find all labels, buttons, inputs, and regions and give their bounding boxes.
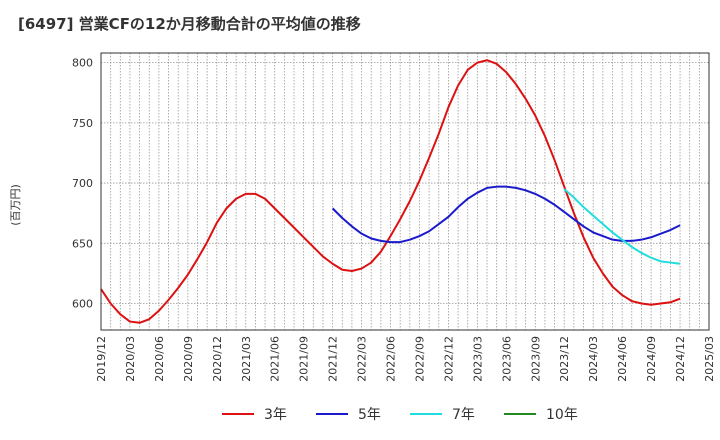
series-lines xyxy=(100,59,681,324)
x-tick-label: 2024/03 xyxy=(587,336,600,382)
x-tick-label: 2023/09 xyxy=(529,336,542,382)
x-tick-label: 2022/03 xyxy=(356,336,369,382)
x-tick-label: 2021/03 xyxy=(240,336,253,382)
y-tick-label: 600 xyxy=(72,298,93,311)
x-tick-label: 2022/12 xyxy=(442,336,455,382)
x-tick-label: 2022/06 xyxy=(385,336,398,382)
grid xyxy=(100,53,710,330)
x-tick-labels: 2019/12 2020/03 2020/06 2020/09 2020/12 2021/… xyxy=(95,336,716,382)
x-tick-label: 2021/09 xyxy=(298,336,311,382)
x-tick-label: 2024/09 xyxy=(645,336,658,382)
y-tick-label: 700 xyxy=(72,177,93,190)
x-tick-label: 2024/12 xyxy=(674,336,687,382)
chart-title: [6497] 営業CFの12か月移動合計の平均値の推移 xyxy=(18,15,361,33)
x-tick-label: 2020/09 xyxy=(182,336,195,382)
y-tick-label: 650 xyxy=(72,237,93,250)
legend-label: 3年 xyxy=(264,407,287,423)
y-tick-label: 800 xyxy=(72,57,93,70)
legend-label: 5年 xyxy=(358,407,381,423)
y-tick-label: 750 xyxy=(72,117,93,130)
x-tick-label: 2024/06 xyxy=(616,336,629,382)
x-tick-label: 2020/12 xyxy=(211,336,224,382)
x-tick-label: 2025/03 xyxy=(703,336,716,382)
series-line-0 xyxy=(100,59,681,324)
x-tick-label: 2020/03 xyxy=(124,336,137,382)
x-tick-label: 2021/12 xyxy=(327,336,340,382)
plot-frame xyxy=(100,52,710,331)
legend-label: 10年 xyxy=(546,407,578,423)
y-tick-labels: 600 650 700 750 800 xyxy=(72,57,93,311)
x-tick-label: 2023/03 xyxy=(471,336,484,382)
x-tick-label: 2020/06 xyxy=(153,336,166,382)
series-line-2 xyxy=(563,188,681,265)
y-axis-label: (百万円) xyxy=(9,184,22,226)
x-tick-label: 2023/06 xyxy=(500,336,513,382)
x-tick-label: 2022/09 xyxy=(413,336,426,382)
x-tick-label: 2021/06 xyxy=(269,336,282,382)
legend-label: 7年 xyxy=(452,407,475,423)
x-tick-label: 2019/12 xyxy=(95,336,108,382)
x-tick-label: 2023/12 xyxy=(558,336,571,382)
legend: 3年 5年 7年 10年 xyxy=(222,407,578,423)
